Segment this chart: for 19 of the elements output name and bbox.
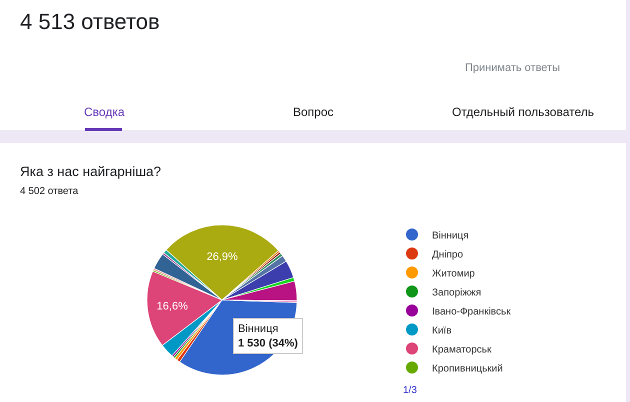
legend-label: Краматорськ xyxy=(432,344,492,356)
chart-title: 4 513 ответов xyxy=(20,9,160,34)
legend-label: Запоріжжя xyxy=(432,287,482,298)
legend-label: Дніпро xyxy=(432,249,464,260)
legend-label: Київ xyxy=(432,325,452,336)
legend-label: Кропивницький xyxy=(432,363,503,374)
legend-label: Вінниця xyxy=(432,230,469,242)
text: Вінниця 1 530 (34%) xyxy=(238,323,298,350)
legend-label: Івано-Франківськ xyxy=(432,306,512,318)
legend-label: Житомир xyxy=(432,268,476,280)
data-label: 16,6% xyxy=(156,300,188,312)
chart-subtitle: Яка з нас найгарніша? xyxy=(20,164,162,179)
text: 4 502 ответа xyxy=(20,186,79,197)
text: Вопрос xyxy=(293,105,334,119)
text: Отдельный пользователь xyxy=(452,105,594,119)
data-label: 26,9% xyxy=(206,251,238,264)
text: Принимать ответы xyxy=(465,62,560,74)
text: Сводка xyxy=(84,105,125,119)
text: 1/3 xyxy=(403,385,418,396)
